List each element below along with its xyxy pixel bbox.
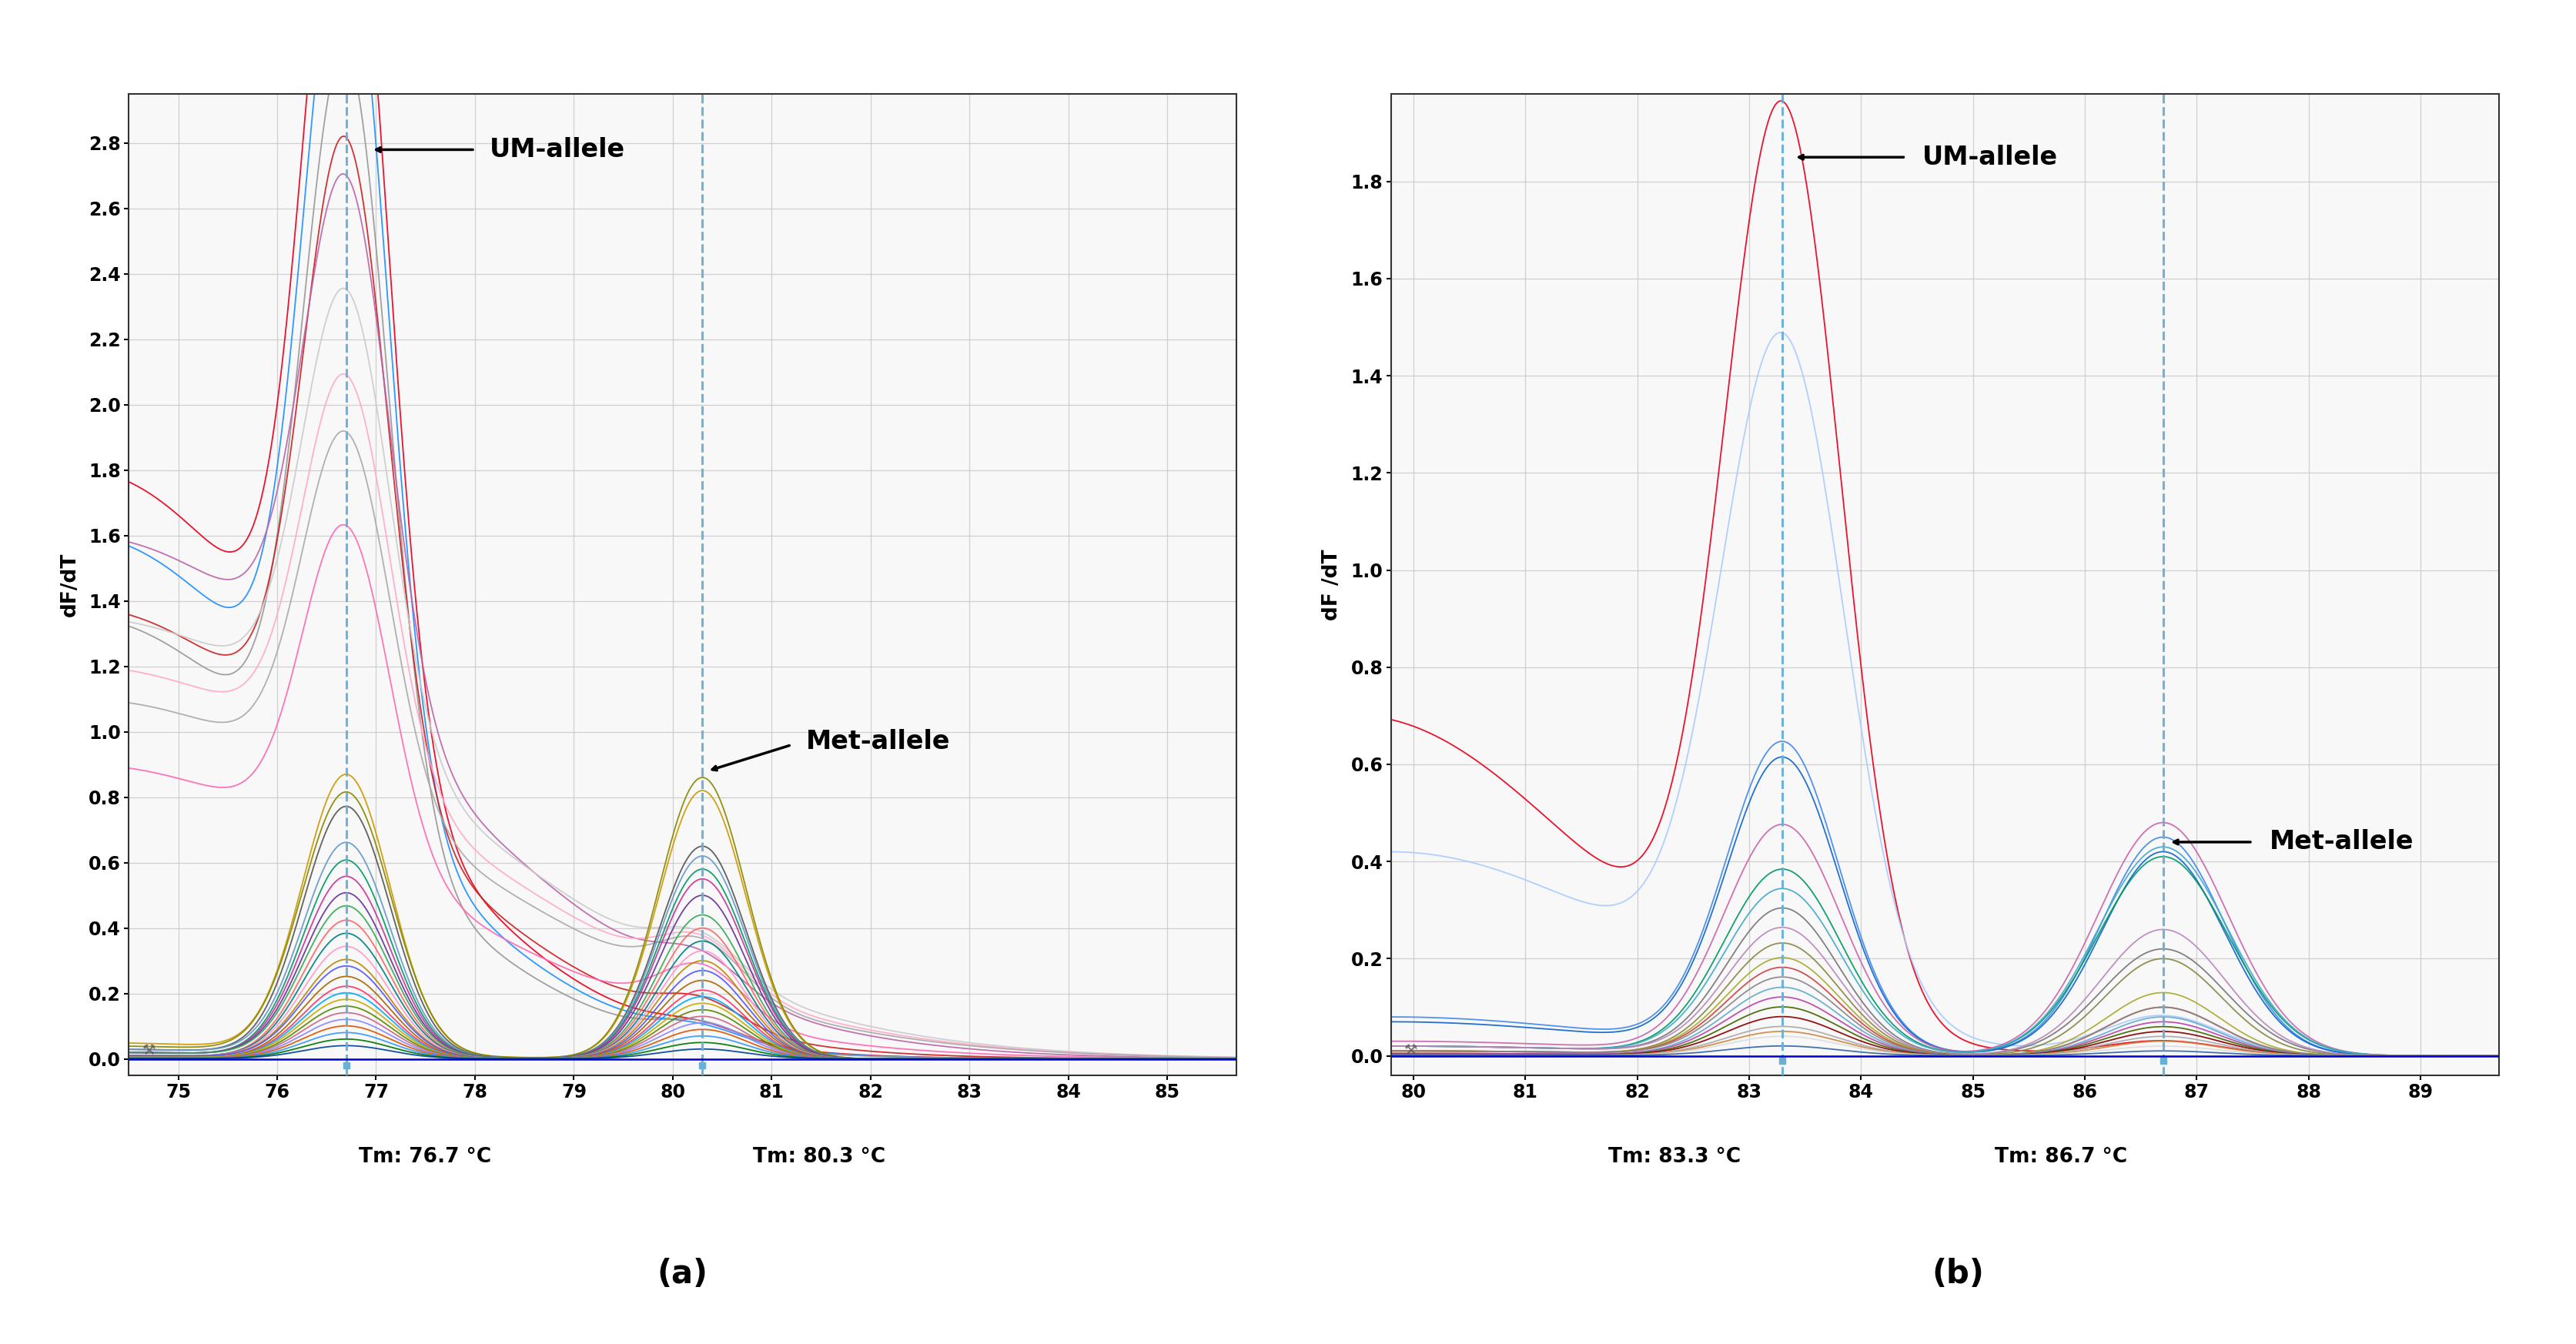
Text: UM-allele: UM-allele xyxy=(1922,145,2058,169)
Text: ⚒: ⚒ xyxy=(1404,1043,1417,1058)
Text: Met-allele: Met-allele xyxy=(2269,829,2414,855)
Text: ⚒: ⚒ xyxy=(142,1043,155,1058)
Y-axis label: dF/dT: dF/dT xyxy=(59,552,80,617)
Text: (a): (a) xyxy=(657,1258,708,1290)
Text: Tm: 83.3 °C: Tm: 83.3 °C xyxy=(1607,1148,1741,1167)
Y-axis label: dF /dT: dF /dT xyxy=(1321,550,1342,620)
Text: Tm: 80.3 °C: Tm: 80.3 °C xyxy=(752,1148,886,1167)
Text: (b): (b) xyxy=(1932,1258,1984,1290)
Text: Met-allele: Met-allele xyxy=(806,728,951,754)
Text: Tm: 76.7 °C: Tm: 76.7 °C xyxy=(358,1148,492,1167)
Text: Tm: 86.7 °C: Tm: 86.7 °C xyxy=(1994,1148,2128,1167)
Text: UM-allele: UM-allele xyxy=(489,137,626,163)
